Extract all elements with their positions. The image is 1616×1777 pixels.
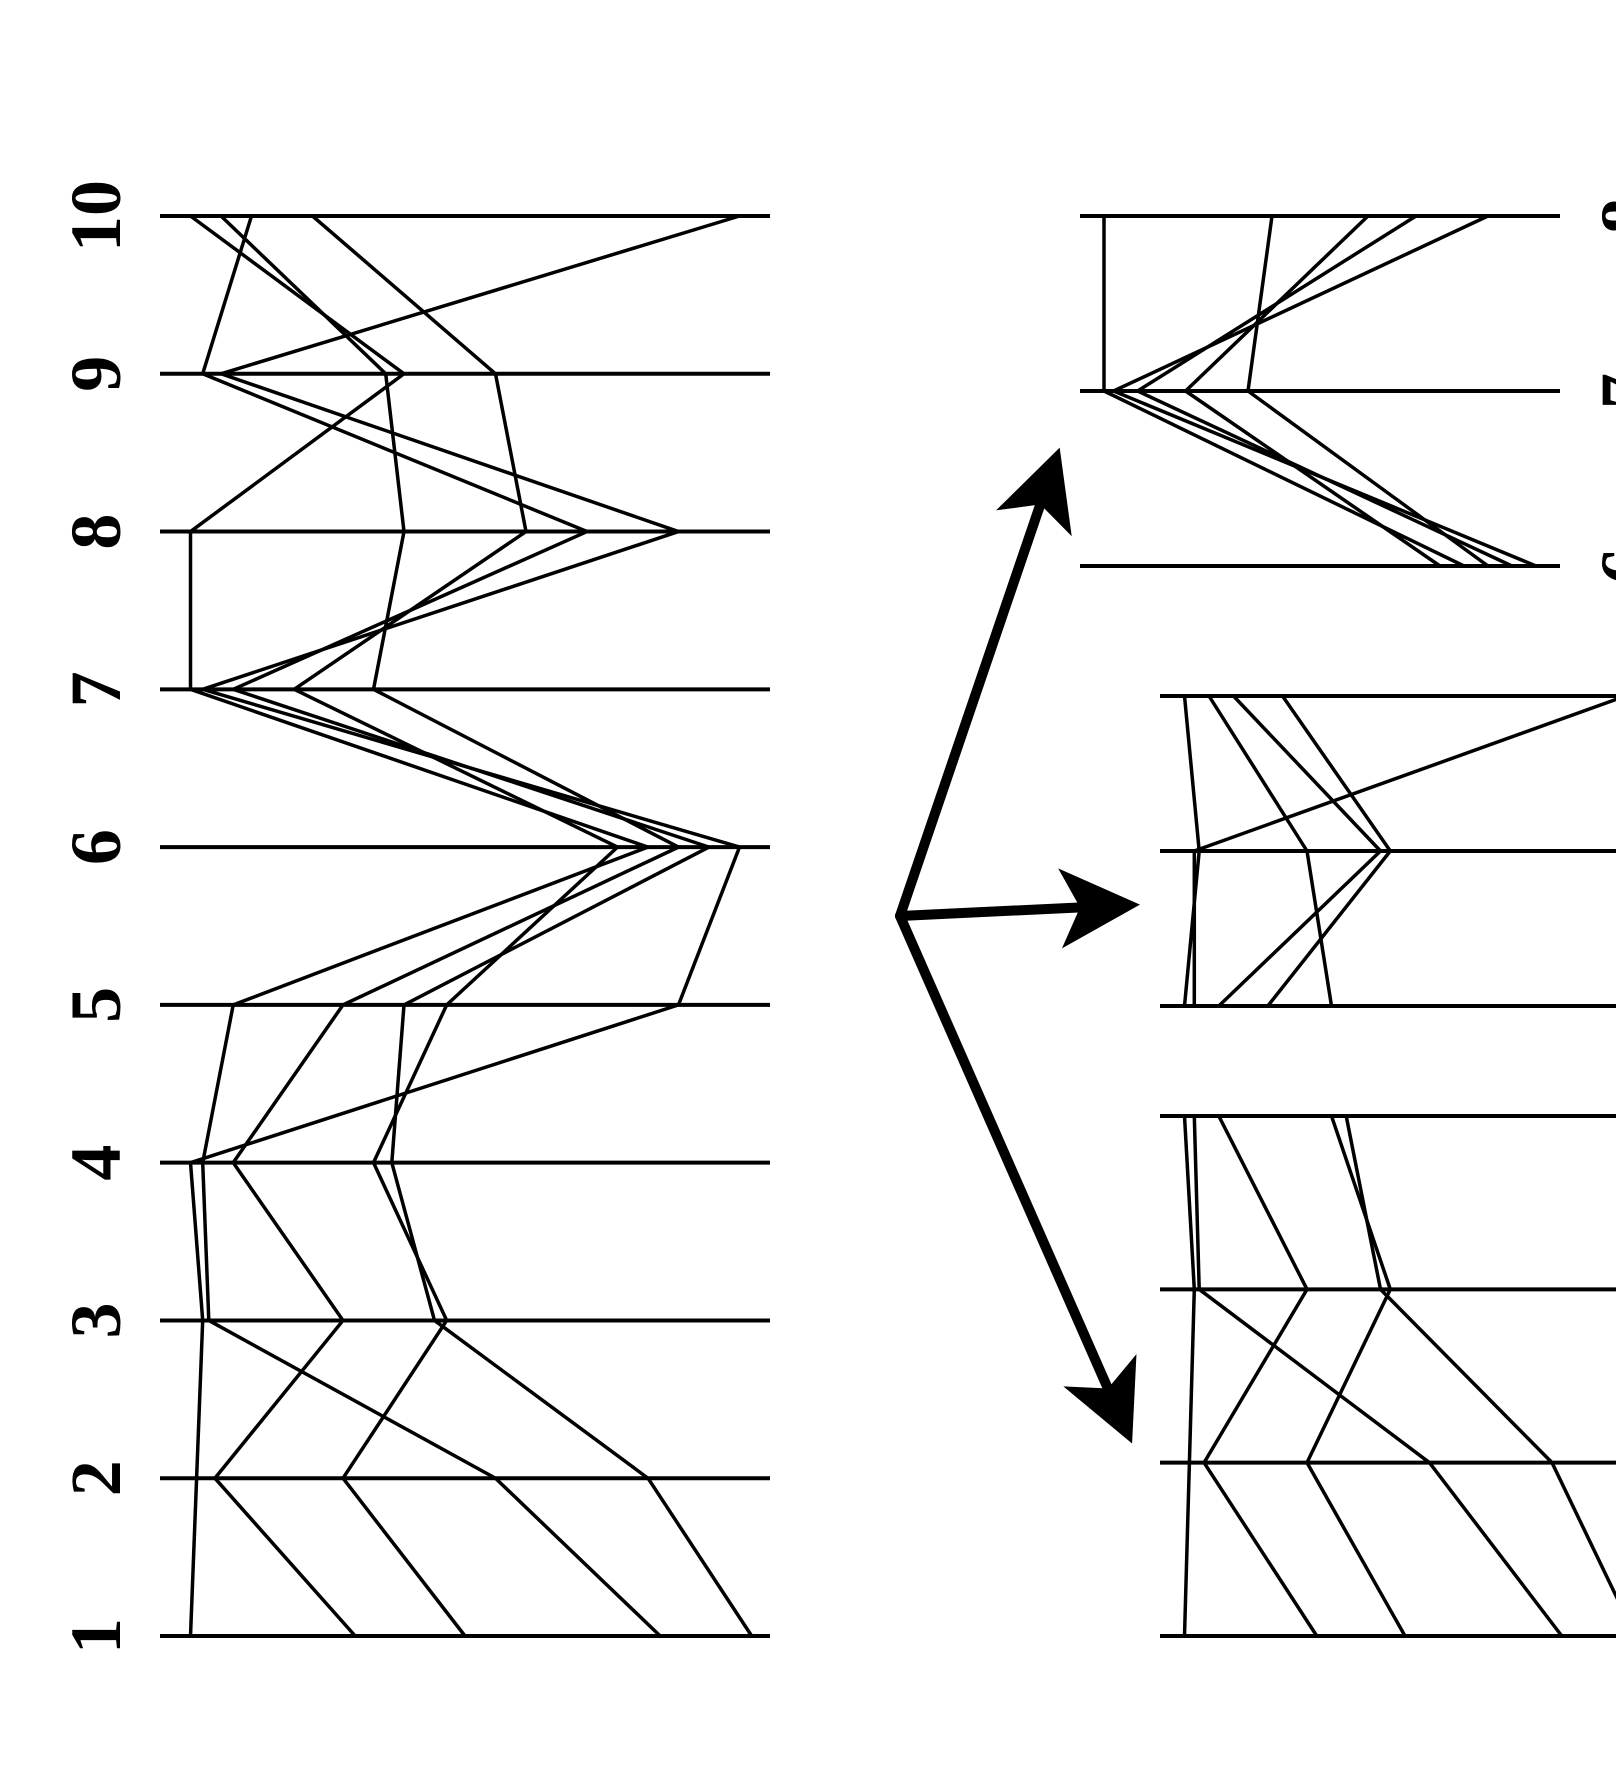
sub-chart-1-series bbox=[1346, 1116, 1616, 1636]
main-chart-series bbox=[203, 216, 752, 1636]
main-chart-axis-label: 2 bbox=[56, 1460, 136, 1496]
arrows bbox=[900, 476, 1120, 1416]
main-chart-series bbox=[191, 216, 740, 1636]
arrow bbox=[900, 916, 1120, 1416]
sub-chart-3-axis-label: 6 bbox=[1586, 548, 1616, 584]
diagram-canvas: 1234567891012347310678 bbox=[0, 160, 1616, 1776]
sub-chart-3-axis-label: 8 bbox=[1586, 198, 1616, 234]
main-chart-axis-label: 1 bbox=[56, 1618, 136, 1654]
arrow bbox=[900, 906, 1110, 916]
main-chart-axis-label: 3 bbox=[56, 1302, 136, 1338]
main-chart-series bbox=[215, 216, 679, 1636]
sub-chart-1-series bbox=[1307, 1116, 1405, 1636]
main-chart-axis-label: 4 bbox=[56, 1145, 136, 1181]
sub-chart-3-axis-label: 7 bbox=[1586, 373, 1616, 409]
main-chart: 1 2 3 4 5 6 7 8 9 10 bbox=[56, 180, 770, 1654]
sub-chart-1-series bbox=[1185, 1116, 1195, 1636]
main-chart-axis-label: 10 bbox=[56, 180, 136, 252]
main-chart-axis-label: 6 bbox=[56, 829, 136, 865]
arrow bbox=[900, 476, 1050, 916]
main-chart-axis-label: 7 bbox=[56, 671, 136, 707]
main-chart-axis-label: 5 bbox=[56, 987, 136, 1023]
sub-chart-2: 7310 bbox=[1160, 660, 1616, 1024]
main-chart-series bbox=[294, 216, 617, 1636]
sub-chart-1: 1234 bbox=[1160, 1098, 1616, 1654]
main-chart-axis-label: 9 bbox=[56, 356, 136, 392]
main-chart-axis-label: 8 bbox=[56, 514, 136, 550]
sub-chart-1-series bbox=[1204, 1116, 1317, 1636]
sub-chart-3: 6 7 8 bbox=[1080, 198, 1616, 584]
sub-chart-1-series bbox=[1194, 1116, 1562, 1636]
